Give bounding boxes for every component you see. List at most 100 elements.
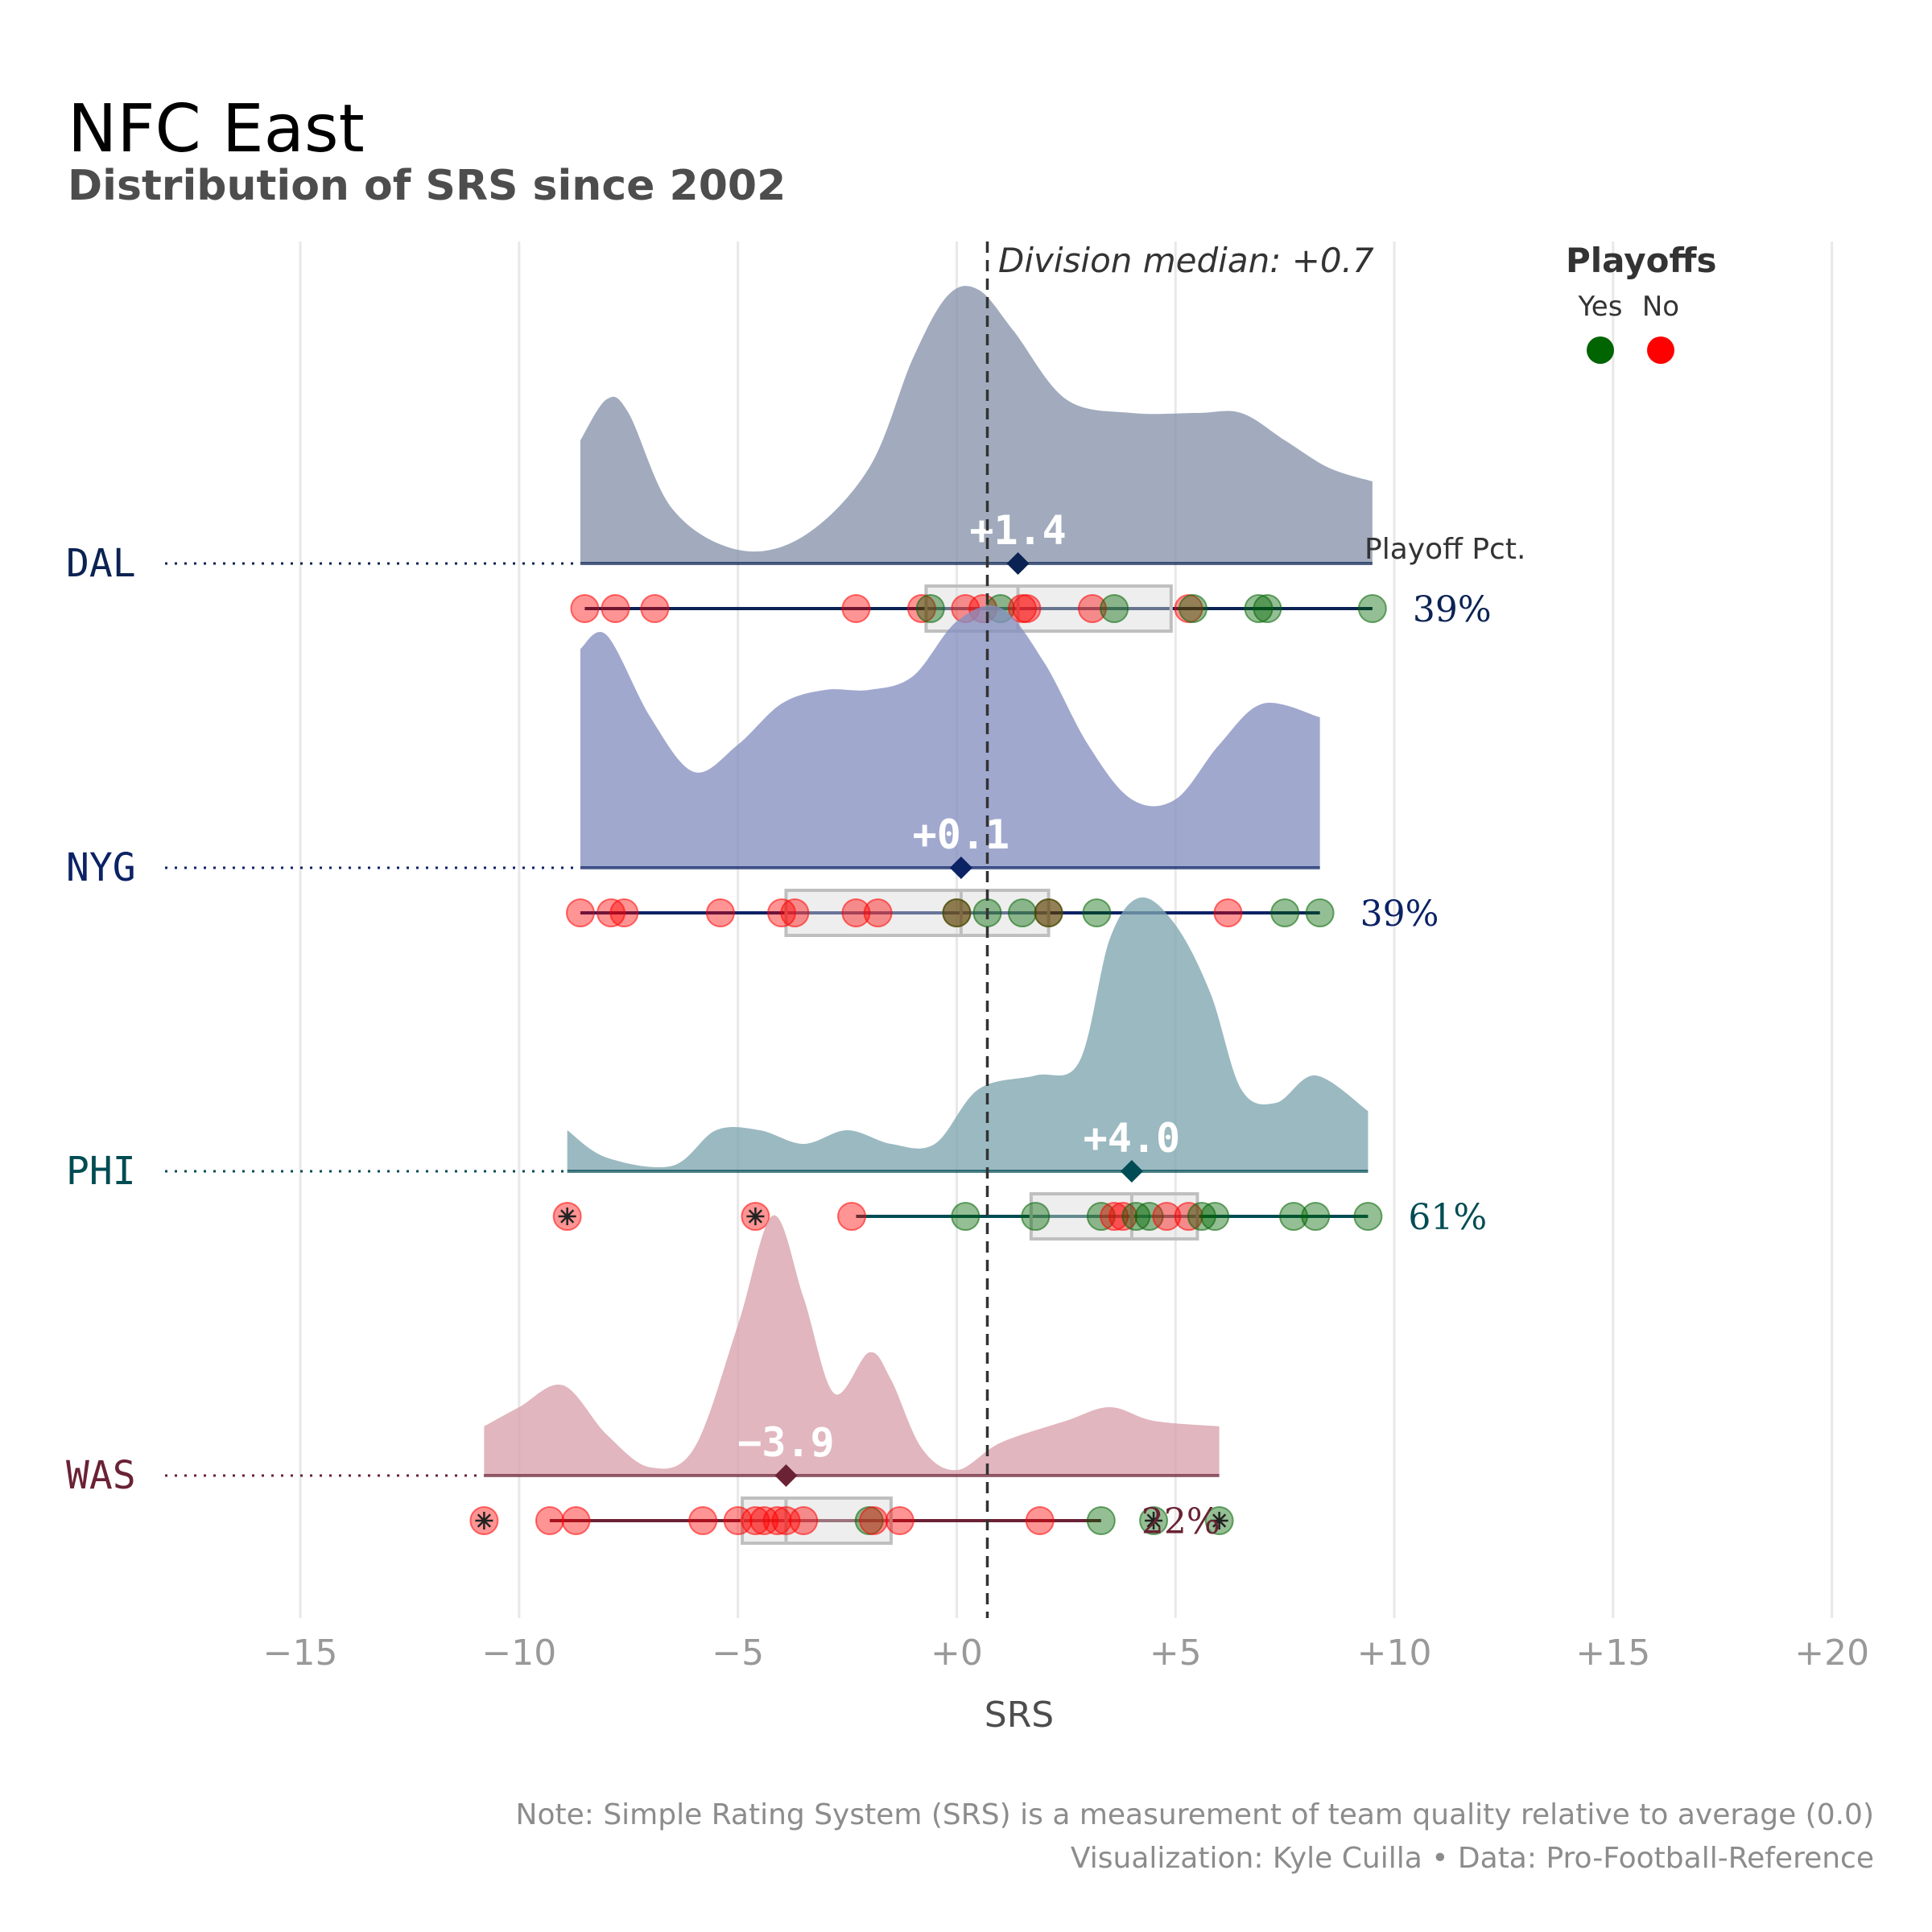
season-point [570, 594, 600, 623]
season-point [859, 1506, 889, 1535]
season-point [1253, 594, 1282, 623]
team-row-dal: DAL +1.4 39% [66, 286, 1492, 633]
team-label: NYG [66, 845, 136, 890]
median-value-label: −3.9 [737, 1419, 834, 1466]
x-axis-title: SRS [985, 1695, 1054, 1736]
season-point [841, 594, 871, 623]
legend-title: Playoffs [1566, 241, 1716, 280]
season-point [535, 1506, 564, 1535]
season-point [565, 898, 595, 927]
season-point [789, 1506, 819, 1535]
season-point [741, 1506, 770, 1535]
team-label: DAL [66, 541, 136, 586]
season-point [1100, 594, 1129, 623]
legend-label-yes: Yes [1578, 291, 1623, 323]
x-tick-label: +20 [1794, 1633, 1869, 1674]
season-point [1082, 898, 1112, 927]
density-ridge [580, 286, 1373, 564]
playoff-pct-value: 22% [1141, 1501, 1220, 1542]
season-point [1244, 594, 1274, 623]
season-point [1213, 898, 1243, 927]
outlier-star-marker [746, 1208, 765, 1225]
playoff-pct-value: 61% [1408, 1197, 1487, 1238]
legend-label-no: No [1642, 291, 1679, 323]
median-marker [1006, 552, 1030, 575]
season-point [1152, 1202, 1182, 1231]
median-value-label: +1.4 [969, 507, 1066, 554]
team-row-phi: PHI +4.0 61% [66, 897, 1487, 1241]
star-stroke [560, 1209, 575, 1224]
season-point [561, 1506, 591, 1535]
season-point [1200, 1202, 1230, 1231]
x-tick-label: +10 [1357, 1633, 1432, 1674]
season-point [1279, 1202, 1309, 1231]
playoff-pct-value: 39% [1360, 894, 1439, 935]
season-point [915, 594, 945, 623]
x-tick-label: −5 [712, 1633, 764, 1674]
season-point [1305, 898, 1335, 927]
note-text: Note: Simple Rating System (SRS) is a me… [516, 1798, 1874, 1831]
season-point [1100, 1202, 1129, 1231]
chart-title: NFC East [68, 91, 365, 167]
season-point [705, 898, 735, 927]
median-marker [1120, 1160, 1143, 1183]
playoff-pct-header: Playoff Pct. [1364, 533, 1525, 566]
season-point [723, 1506, 753, 1535]
outlier-star-marker [1145, 1512, 1163, 1530]
season-point [640, 594, 670, 623]
median-value-label: +4.0 [1084, 1115, 1180, 1162]
density-ridge [484, 1215, 1220, 1476]
outlier-star-marker [1210, 1512, 1228, 1530]
density-ridge [567, 897, 1368, 1171]
season-point [951, 1202, 980, 1231]
season-point [609, 898, 639, 927]
season-point [837, 1202, 866, 1231]
x-axis-ticks: −15 −10 −5 +0 +5 +10 +15 +20 [263, 1633, 1869, 1674]
season-point [841, 898, 871, 927]
x-tick-label: −10 [481, 1633, 556, 1674]
credit-text: Visualization: Kyle Cuilla • Data: Pro-F… [1071, 1842, 1874, 1875]
team-label: WAS [66, 1453, 136, 1498]
season-point [1353, 1202, 1383, 1231]
season-point [1357, 594, 1387, 623]
season-point [1301, 1202, 1331, 1231]
season-point [942, 898, 972, 927]
playoff-pct-value: 39% [1413, 589, 1492, 630]
density-ridge [580, 605, 1320, 868]
season-point [1086, 1506, 1116, 1535]
season-point [688, 1506, 718, 1535]
season-point [906, 594, 936, 623]
team-rows: DAL +1.4 39% NYG +0.1 39% PHI +4.0 61% WAS −3.9 22% [66, 286, 1492, 1545]
iqr-box [784, 889, 1051, 937]
team-row-was: WAS −3.9 22% [66, 1215, 1234, 1545]
legend-key-no [1647, 336, 1674, 364]
outlier-star-marker [558, 1208, 576, 1225]
season-point [1270, 898, 1300, 927]
star-stroke [477, 1513, 491, 1528]
season-point [1179, 594, 1208, 623]
star-stroke [1146, 1513, 1161, 1528]
star-stroke [748, 1209, 762, 1224]
team-label: PHI [66, 1149, 136, 1194]
season-point [780, 898, 810, 927]
division-median-label: Division median: +0.7 [998, 241, 1374, 280]
legend: Playoffs Yes No [1566, 241, 1716, 364]
season-point [1077, 594, 1107, 623]
x-tick-label: −15 [263, 1633, 338, 1674]
x-tick-label: +0 [931, 1633, 983, 1674]
median-marker [949, 857, 972, 879]
x-tick-label: +15 [1575, 1633, 1650, 1674]
team-row-nyg: NYG +0.1 39% [66, 605, 1439, 937]
season-point [863, 898, 893, 927]
season-point [1034, 898, 1063, 927]
chart-subtitle: Distribution of SRS since 2002 [68, 162, 786, 210]
season-point [762, 1506, 792, 1535]
x-tick-label: +5 [1150, 1633, 1202, 1674]
season-point [1021, 1202, 1051, 1231]
median-value-label: +0.1 [913, 811, 1009, 858]
legend-key-yes [1587, 336, 1614, 364]
season-point [1025, 1506, 1055, 1535]
outlier-star-marker [475, 1512, 493, 1530]
season-point [1012, 594, 1042, 623]
